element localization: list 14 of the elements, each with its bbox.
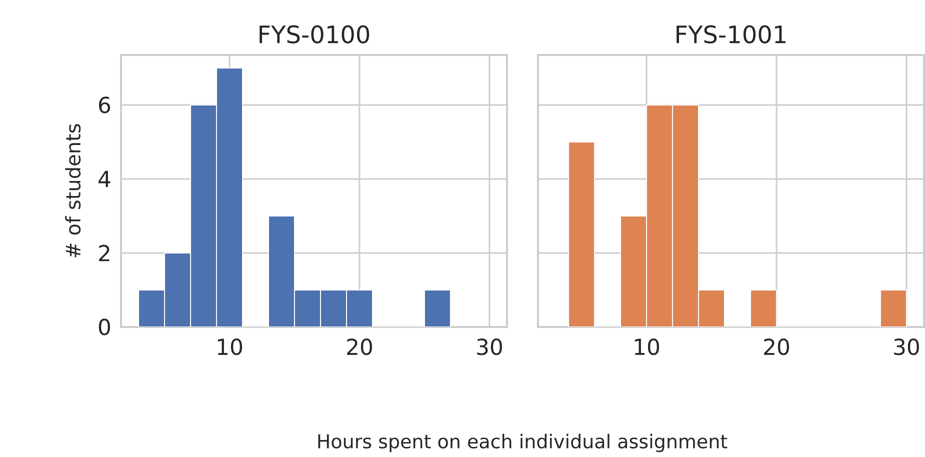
y-tick-label: 2 xyxy=(99,244,110,262)
chart-title: FYS-0100 xyxy=(260,25,370,44)
x-tick-label: 30 xyxy=(894,338,919,356)
y-tick-label: 0 xyxy=(98,318,110,336)
x-tick-label: 10 xyxy=(218,338,242,356)
x-tick-label: 30 xyxy=(477,338,502,356)
x-tick-label: 10 xyxy=(634,338,660,356)
chart-title: FYS-1001 xyxy=(676,25,786,44)
y-axis-title: # of students xyxy=(65,124,81,258)
x-tick-label: 20 xyxy=(764,338,790,356)
y-tick-label: 6 xyxy=(99,96,110,114)
x-axis-title: Hours spent on each individual assignment xyxy=(318,434,728,452)
y-tick-label: 4 xyxy=(98,170,110,187)
x-tick-label: 20 xyxy=(347,338,372,356)
